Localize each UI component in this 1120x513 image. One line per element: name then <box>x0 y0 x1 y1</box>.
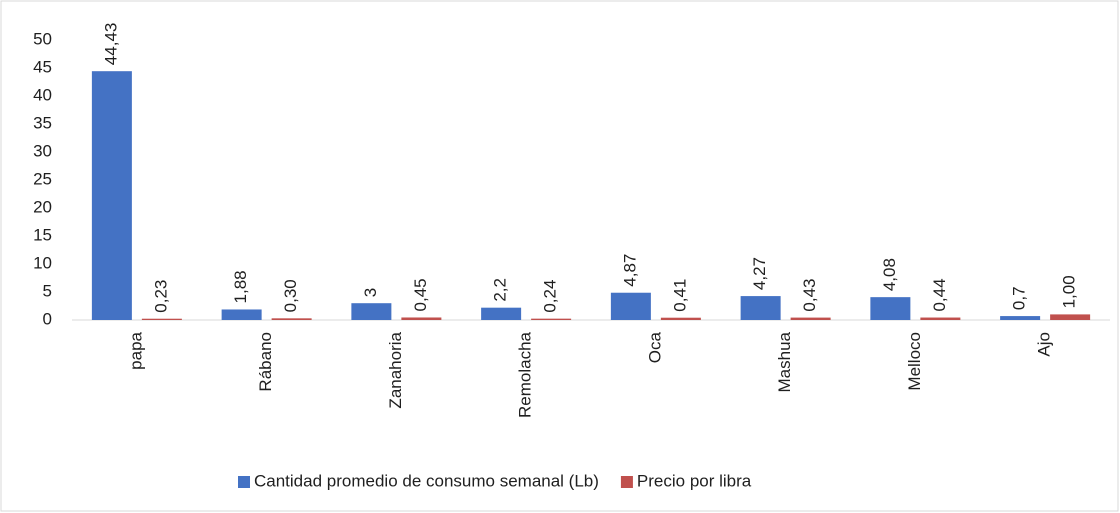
data-label: 0,45 <box>411 278 430 311</box>
x-tick-label: Oca <box>645 331 664 363</box>
legend-swatch <box>238 476 250 488</box>
bar <box>91 71 132 320</box>
bar <box>271 318 312 320</box>
bar <box>1050 314 1091 320</box>
bar <box>351 303 392 320</box>
y-tick-label: 50 <box>33 29 52 48</box>
bar <box>141 318 182 320</box>
data-label: 3 <box>361 288 380 297</box>
legend-swatch <box>620 476 633 488</box>
data-label: 1,00 <box>1060 275 1079 308</box>
data-label: 0,30 <box>281 279 300 312</box>
y-tick-label: 30 <box>33 141 52 160</box>
x-tick-label: Ajo <box>1035 332 1054 357</box>
bar <box>920 317 961 320</box>
data-label: 0,41 <box>670 279 689 312</box>
data-label: 0,23 <box>151 280 170 313</box>
bar <box>870 297 911 320</box>
bar <box>740 296 781 320</box>
legend-label: Cantidad promedio de consumo semanal (Lb… <box>254 471 599 490</box>
y-tick-label: 45 <box>33 57 52 76</box>
bar <box>531 318 572 320</box>
y-tick-label: 15 <box>33 225 52 244</box>
bar <box>790 317 831 320</box>
x-tick-label: Melloco <box>905 332 924 391</box>
y-tick-label: 35 <box>33 113 52 132</box>
bar <box>660 317 701 320</box>
data-label: 4,27 <box>750 257 769 290</box>
bar <box>1000 316 1041 320</box>
bar <box>610 292 651 320</box>
x-tick-label: Zanahoria <box>386 331 405 408</box>
y-tick-label: 0 <box>43 309 52 328</box>
x-tick-label: Mashua <box>775 331 794 392</box>
x-tick-label: Remolacha <box>516 331 535 418</box>
legend-label: Precio por libra <box>637 471 752 490</box>
data-label: 4,08 <box>880 258 899 291</box>
x-tick-label: papa <box>126 331 145 369</box>
data-label: 0,7 <box>1010 286 1029 310</box>
data-label: 0,44 <box>930 278 949 311</box>
y-tick-label: 25 <box>33 169 52 188</box>
bar <box>481 307 522 320</box>
x-tick-label: Rábano <box>256 332 275 392</box>
y-tick-label: 20 <box>33 197 52 216</box>
bar <box>221 309 262 320</box>
y-tick-label: 40 <box>33 85 52 104</box>
data-label: 0,43 <box>800 278 819 311</box>
data-label: 44,43 <box>101 23 120 66</box>
data-label: 2,2 <box>491 278 510 302</box>
data-label: 1,88 <box>231 270 250 303</box>
data-label: 0,24 <box>541 280 560 313</box>
bar <box>401 317 442 320</box>
y-tick-label: 10 <box>33 253 52 272</box>
data-label: 4,87 <box>620 254 639 287</box>
y-tick-label: 5 <box>43 281 52 300</box>
